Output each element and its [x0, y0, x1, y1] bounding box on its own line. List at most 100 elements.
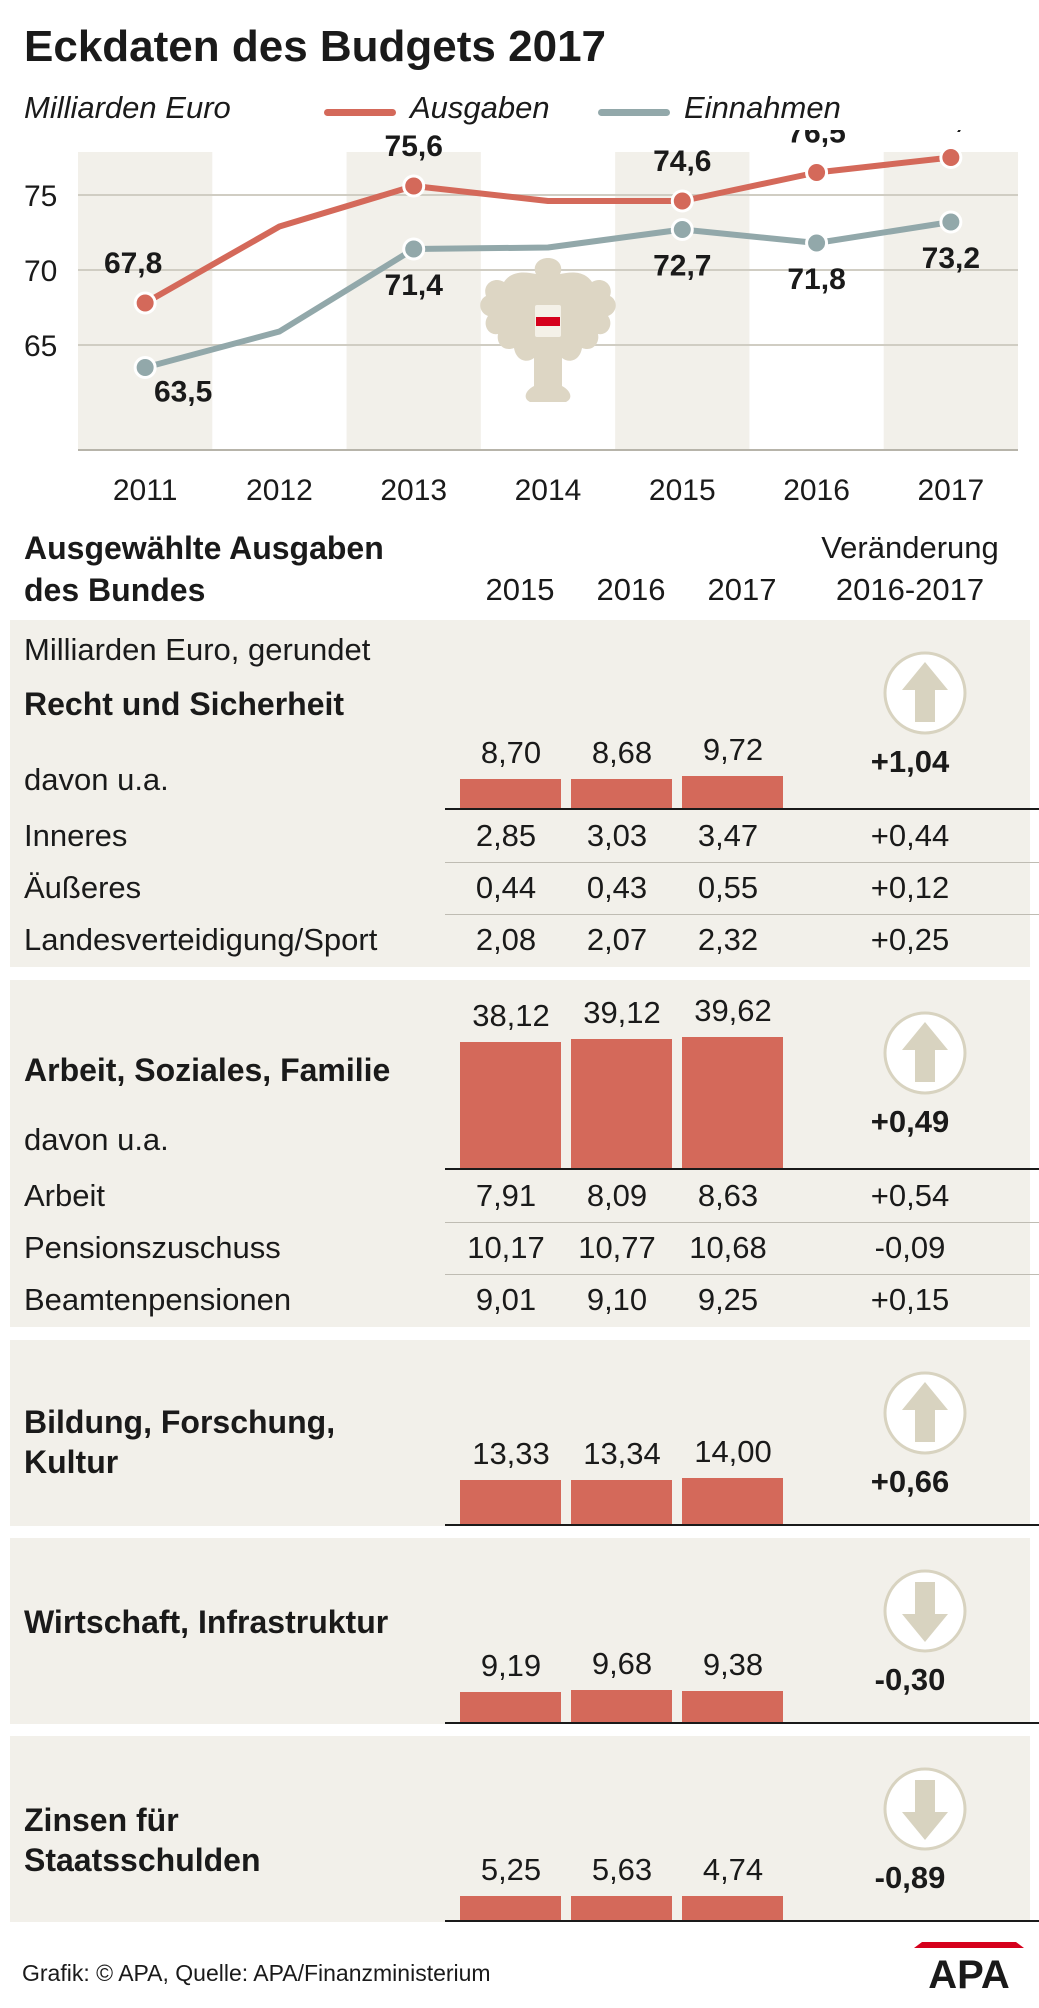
bar-2017	[682, 1691, 783, 1722]
row-label: Inneres	[24, 818, 128, 853]
bar-2016	[571, 1690, 672, 1722]
legend-label-ausgaben: Ausgaben	[410, 90, 550, 125]
bar-2015	[460, 1896, 561, 1920]
data-label: 75,6	[385, 130, 443, 163]
x-tick-label: 2017	[917, 474, 984, 507]
data-point	[133, 291, 157, 315]
data-label: 77,5	[922, 130, 980, 135]
x-tick-label: 2014	[515, 474, 582, 507]
data-point	[805, 231, 829, 255]
data-point	[939, 146, 963, 169]
legend-label-einnahmen: Einnahmen	[684, 90, 841, 125]
apa-logo: APA	[914, 1942, 1024, 1992]
row-change: +0,54	[870, 1178, 950, 1213]
section-title-line2: Kultur	[24, 1444, 119, 1480]
bar-2015	[460, 1480, 561, 1524]
bar-2015	[460, 1691, 561, 1722]
section-zinsen-fuer-staatsschulden: Zinsen für Staatsschulden -0,89 5,25 5,63…	[10, 1736, 1039, 1922]
row-value-2015: 0,44	[475, 870, 537, 905]
year-header-2017: 2017	[707, 572, 777, 607]
section-title-line1: Zinsen für	[24, 1802, 179, 1838]
chart-title: Eckdaten des Budgets 2017	[24, 22, 607, 71]
bar-2017	[682, 775, 783, 808]
line-chart: 67,8 75,6 74,6 76,5 77,5 63,5 71,4 72,7 71,8 73,2…	[24, 130, 1018, 507]
row-value-2017: 2,32	[697, 922, 759, 957]
section-change: +1,04	[870, 744, 950, 779]
bar-value-2017: 9,72	[702, 731, 764, 767]
coat-of-arms-eagle-icon	[480, 258, 616, 402]
x-tick-label: 2011	[113, 474, 178, 507]
data-label: 76,5	[787, 130, 845, 150]
change-header-line2: 2016-2017	[835, 572, 985, 607]
arrow-up-icon	[883, 1371, 967, 1455]
x-tick-label: 2016	[783, 474, 850, 507]
bar-value-2017: 14,00	[694, 1433, 772, 1469]
data-label: 63,5	[154, 376, 212, 409]
x-tick-label: 2015	[649, 474, 716, 507]
row-value-2015: 9,01	[475, 1282, 537, 1317]
table-title-line1: Ausgewählte Ausgaben	[24, 530, 384, 566]
row-label: Pensionszuschuss	[24, 1230, 281, 1265]
data-label: 73,2	[922, 242, 980, 275]
data-label: 71,4	[385, 269, 444, 302]
row-change: +0,25	[870, 922, 950, 957]
table-title-line2: des Bundes	[24, 572, 206, 608]
source-credit: Grafik: © APA, Quelle: APA/Finanzministe…	[22, 1960, 491, 1986]
legend-swatch-ausgaben	[324, 109, 396, 116]
bar-value-2017: 39,62	[694, 993, 772, 1029]
section-title-line1: Bildung, Forschung,	[24, 1404, 336, 1440]
bar-2017	[682, 1896, 783, 1920]
row-divider	[445, 862, 1039, 863]
data-point	[670, 189, 694, 213]
row-label: Beamtenpensionen	[24, 1282, 292, 1317]
section-title: Wirtschaft, Infrastruktur	[24, 1604, 389, 1640]
row-label: Äußeres	[24, 870, 142, 905]
data-label: 67,8	[104, 247, 162, 280]
apa-logo-text: APA	[928, 1953, 1009, 1992]
section-arbeit-soziales-familie: Arbeit, Soziales, Familie davon u.a. +0,…	[10, 980, 1039, 1327]
row-value-2015: 2,08	[475, 922, 537, 957]
legend-swatch-einnahmen	[598, 109, 670, 116]
section-title: Recht und Sicherheit	[24, 686, 345, 722]
section-change: -0,30	[874, 1662, 946, 1697]
row-label: Landesverteidigung/Sport	[24, 922, 378, 957]
x-tick-label: 2012	[246, 474, 313, 507]
table-row: Landesverteidigung/Sport 2,08 2,07 2,32 +0,2…	[10, 914, 1030, 966]
data-point	[133, 356, 157, 379]
bar-value-2015: 13,33	[472, 1436, 550, 1471]
arrow-up-icon	[883, 1011, 967, 1095]
row-divider	[445, 1222, 1039, 1223]
bar-value-2017: 9,38	[702, 1647, 764, 1683]
bar-2017	[682, 1477, 783, 1524]
row-value-2016: 10,77	[578, 1230, 656, 1265]
row-value-2015: 7,91	[475, 1178, 537, 1213]
row-value-2016: 8,09	[586, 1178, 648, 1213]
row-value-2017: 0,55	[697, 870, 759, 905]
year-header-2015: 2015	[485, 572, 555, 607]
row-value-2016: 9,10	[586, 1282, 648, 1317]
baseline	[445, 1524, 1039, 1526]
davon-label: davon u.a.	[24, 762, 169, 797]
bar-2015	[460, 1042, 561, 1168]
baseline	[445, 1168, 1039, 1170]
baseline	[445, 808, 1039, 810]
bar-value-2016: 8,68	[591, 735, 653, 771]
arrow-down-icon	[883, 1767, 967, 1851]
data-point	[402, 237, 426, 261]
table-row: Äußeres 0,44 0,43 0,55 +0,12	[10, 862, 1030, 914]
bar-value-2017: 4,74	[702, 1852, 764, 1887]
row-divider	[445, 914, 1039, 915]
row-value-2017: 10,68	[689, 1230, 767, 1265]
data-label: 71,8	[787, 263, 845, 296]
axis-ticks: 65 70 75 2011 2012 2013 2014 2015 2016 2017	[24, 180, 984, 507]
row-change: -0,09	[874, 1230, 946, 1265]
table-row: Inneres 2,85 3,03 3,47 +0,44	[10, 810, 1030, 862]
data-point	[939, 210, 963, 234]
bar-2016	[571, 1038, 672, 1168]
row-change: +0,44	[870, 818, 950, 853]
section-change: +0,66	[870, 1464, 950, 1499]
unit-note: Milliarden Euro, gerundet	[24, 632, 371, 667]
baseline	[445, 1920, 1039, 1922]
bar-2016	[571, 1479, 672, 1524]
bar-2016	[571, 779, 672, 808]
